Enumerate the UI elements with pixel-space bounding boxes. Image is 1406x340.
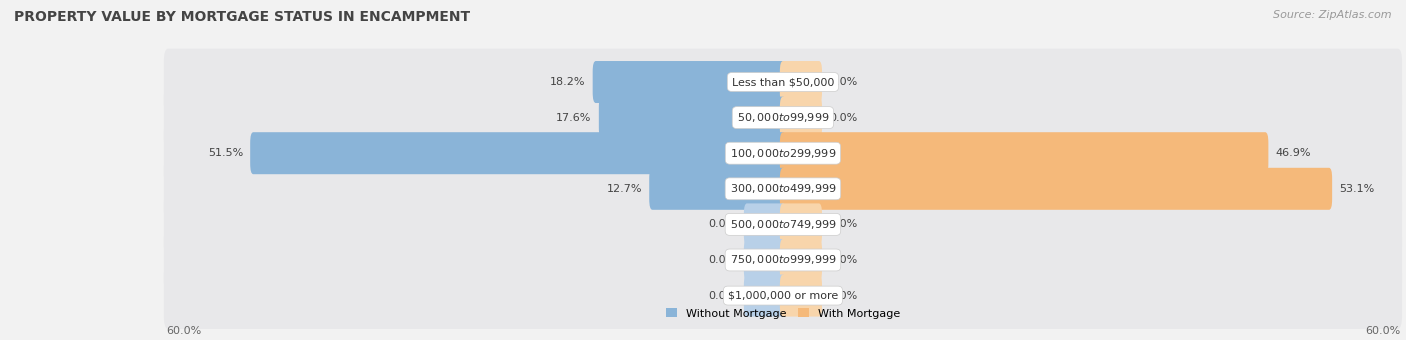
Text: 60.0%: 60.0% [166,326,201,336]
FancyBboxPatch shape [593,61,786,103]
Text: $500,000 to $749,999: $500,000 to $749,999 [730,218,837,231]
FancyBboxPatch shape [780,97,823,139]
FancyBboxPatch shape [650,168,786,210]
FancyBboxPatch shape [780,132,1268,174]
Text: 60.0%: 60.0% [1365,326,1400,336]
Text: 0.0%: 0.0% [830,291,858,301]
Text: 17.6%: 17.6% [557,113,592,123]
Text: $300,000 to $499,999: $300,000 to $499,999 [730,182,837,195]
Text: 53.1%: 53.1% [1340,184,1375,194]
Text: 0.0%: 0.0% [830,113,858,123]
Text: 46.9%: 46.9% [1275,148,1310,158]
Text: PROPERTY VALUE BY MORTGAGE STATUS IN ENCAMPMENT: PROPERTY VALUE BY MORTGAGE STATUS IN ENC… [14,10,470,24]
FancyBboxPatch shape [165,191,1402,258]
FancyBboxPatch shape [780,168,1331,210]
Text: 12.7%: 12.7% [606,184,643,194]
FancyBboxPatch shape [165,227,1402,293]
Text: $750,000 to $999,999: $750,000 to $999,999 [730,254,837,267]
FancyBboxPatch shape [744,203,786,245]
Text: 0.0%: 0.0% [709,291,737,301]
Text: $1,000,000 or more: $1,000,000 or more [728,291,838,301]
Text: Less than $50,000: Less than $50,000 [731,77,834,87]
FancyBboxPatch shape [165,49,1402,115]
FancyBboxPatch shape [599,97,786,139]
FancyBboxPatch shape [744,275,786,317]
FancyBboxPatch shape [780,203,823,245]
Text: 0.0%: 0.0% [830,77,858,87]
Text: Source: ZipAtlas.com: Source: ZipAtlas.com [1274,10,1392,20]
Text: $100,000 to $299,999: $100,000 to $299,999 [730,147,837,160]
FancyBboxPatch shape [165,262,1402,329]
Text: 18.2%: 18.2% [550,77,585,87]
FancyBboxPatch shape [780,61,823,103]
FancyBboxPatch shape [165,155,1402,222]
Text: 51.5%: 51.5% [208,148,243,158]
Text: $50,000 to $99,999: $50,000 to $99,999 [737,111,830,124]
Text: 0.0%: 0.0% [709,219,737,230]
FancyBboxPatch shape [744,239,786,281]
FancyBboxPatch shape [165,84,1402,151]
FancyBboxPatch shape [165,120,1402,187]
Legend: Without Mortgage, With Mortgage: Without Mortgage, With Mortgage [662,304,904,323]
FancyBboxPatch shape [780,239,823,281]
FancyBboxPatch shape [250,132,786,174]
Text: 0.0%: 0.0% [830,255,858,265]
Text: 0.0%: 0.0% [830,219,858,230]
Text: 0.0%: 0.0% [709,255,737,265]
FancyBboxPatch shape [780,275,823,317]
